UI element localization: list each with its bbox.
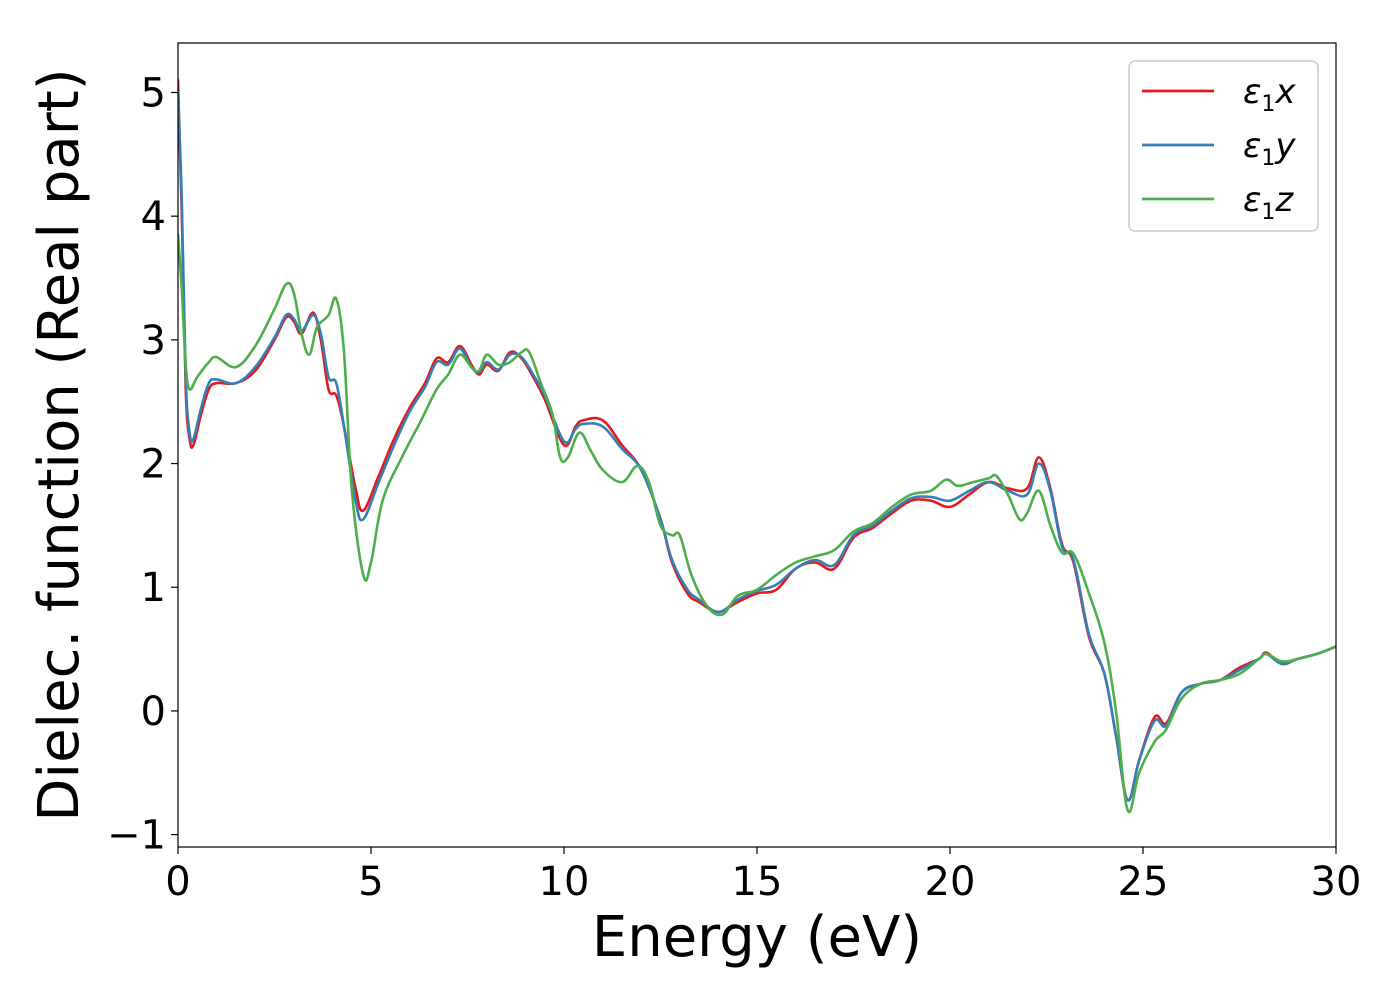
x-tick-label: 10 (539, 859, 590, 905)
y-tick-label: 0 (141, 689, 166, 735)
x-tick-label: 25 (1118, 859, 1169, 905)
y-tick-label: 2 (141, 442, 166, 488)
y-tick-label: 3 (141, 318, 166, 364)
legend: ε1x ε1y ε1z (1128, 60, 1319, 232)
y-tick-label: 4 (141, 194, 166, 240)
legend-item-z: ε1z (1142, 180, 1294, 225)
x-tick-label: 15 (732, 859, 783, 905)
legend-label: ε1x (1243, 72, 1296, 117)
x-tick-label: 0 (165, 859, 190, 905)
legend-item-y: ε1y (1142, 126, 1296, 171)
y-tick-label: 5 (141, 70, 166, 116)
legend-box (1128, 60, 1319, 232)
legend-label: ε1z (1243, 180, 1294, 225)
x-tick-label: 5 (358, 859, 383, 905)
x-tick-label: 20 (925, 859, 976, 905)
y-tick-label: 1 (141, 565, 166, 611)
y-axis-label: Dielec. function (Real part) (27, 68, 92, 821)
legend-label: ε1y (1243, 126, 1296, 171)
x-axis-label: Energy (eV) (592, 905, 922, 970)
series-layer (178, 78, 1336, 814)
y-axis: −1 0 1 2 3 4 5 (107, 70, 178, 859)
x-tick-label: 30 (1311, 859, 1362, 905)
legend-item-x: ε1x (1142, 72, 1296, 117)
x-axis: 0 5 10 15 20 25 30 (165, 847, 1361, 905)
series-line-z (178, 233, 1336, 814)
y-tick-label: −1 (107, 813, 166, 859)
